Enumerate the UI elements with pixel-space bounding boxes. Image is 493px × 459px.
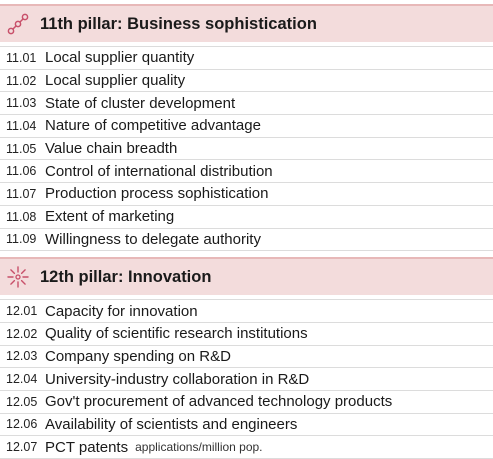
indicator-label: Company spending on R&D [45, 347, 231, 365]
indicator-code: 11.01 [6, 50, 37, 65]
indicator-code: 11.03 [6, 96, 37, 111]
indicator-label: Quality of scientific research instituti… [45, 325, 308, 343]
indicator-label: Willingness to delegate authority [45, 230, 261, 248]
list-item: 12.07 PCT patents applications/million pop… [0, 436, 493, 459]
list-item: 11.03 State of cluster development [0, 92, 493, 116]
list-item: 12.01 Capacity for innovation [0, 300, 493, 323]
section-items-12: 12.01 Capacity for innovation 12.02 Quality… [0, 300, 493, 459]
indicator-label: Availability of scientists and engineers [45, 415, 298, 433]
indicator-code: 11.05 [6, 141, 37, 156]
indicator-label: Nature of competitive advantage [45, 117, 261, 135]
section-title: 12th pillar: Innovation [40, 267, 212, 286]
list-item: 12.04 University-industry collaboration i… [0, 368, 493, 391]
indicator-code: 12.01 [6, 304, 38, 319]
list-item: 11.04 Nature of competitive advantage [0, 115, 493, 138]
indicator-code: 11.06 [6, 164, 37, 179]
list-item: 12.02 Quality of scientific research inst… [0, 323, 493, 346]
indicator-unit-note: applications/million pop. [135, 440, 263, 455]
list-item: 12.03 Company spending on R&D [0, 346, 493, 369]
indicator-list: 11th pillar: Business sophistication 11.… [0, 4, 493, 459]
indicator-code: 12.05 [6, 394, 38, 409]
indicator-label: University-industry collaboration in R&D [45, 370, 310, 388]
indicator-label: Local supplier quality [45, 72, 186, 90]
section-title: 11th pillar: Business sophistication [40, 14, 317, 33]
list-item: 11.05 Value chain breadth [0, 138, 493, 161]
indicator-label: Production process sophistication [45, 185, 269, 203]
indicator-label: Capacity for innovation [45, 302, 198, 320]
indicator-label: Gov't procurement of advanced technology… [45, 393, 393, 411]
list-item: 12.05 Gov't procurement of advanced techn… [0, 391, 493, 414]
section-items-11: 11.01 Local supplier quantity 11.02 Local s… [0, 47, 493, 252]
indicator-code: 11.04 [6, 118, 37, 133]
list-item: 12.06 Availability of scientists and engi… [0, 414, 493, 437]
indicator-code: 12.07 [6, 440, 38, 455]
divider [0, 295, 493, 301]
list-item: 11.07 Production process sophistication [0, 183, 493, 206]
indicator-code: 11.02 [6, 73, 37, 88]
section-header-12: 12th pillar: Innovation [0, 257, 493, 296]
list-item: 11.09 Willingness to delegate authority [0, 229, 493, 252]
indicator-label: Value chain breadth [45, 140, 178, 158]
list-item: 11.01 Local supplier quantity [0, 47, 493, 70]
indicator-label: Local supplier quantity [45, 49, 195, 67]
indicator-label: PCT patents [45, 438, 129, 456]
section-header-11: 11th pillar: Business sophistication [0, 4, 493, 42]
list-item: 11.02 Local supplier quality [0, 70, 493, 93]
indicator-code: 11.09 [6, 232, 37, 247]
list-item: 11.08 Extent of marketing [0, 206, 493, 229]
indicator-label: Extent of marketing [45, 208, 175, 226]
indicator-code: 12.06 [6, 417, 38, 432]
divider [0, 42, 493, 47]
sparkle-burst-icon [6, 265, 30, 289]
chain-link-icon [6, 12, 30, 36]
indicator-code: 11.07 [6, 186, 37, 201]
indicator-code: 12.03 [6, 349, 38, 364]
indicator-label: Control of international distribution [45, 162, 273, 180]
list-item: 11.06 Control of international distributi… [0, 160, 493, 184]
indicator-code: 11.08 [6, 209, 37, 224]
indicator-code: 12.04 [6, 372, 38, 387]
indicator-code: 12.02 [6, 326, 38, 341]
indicator-label: State of cluster development [45, 94, 236, 112]
